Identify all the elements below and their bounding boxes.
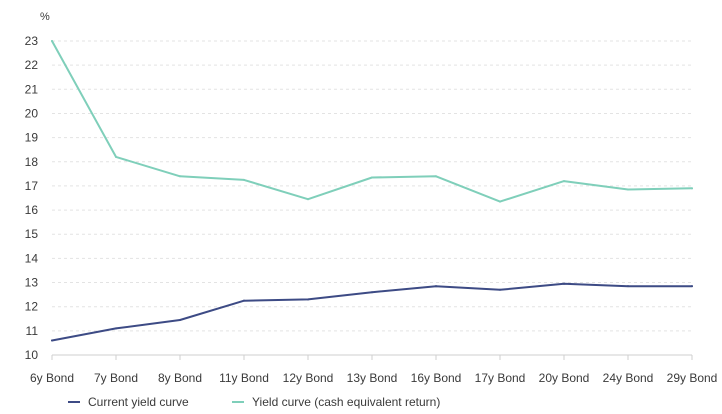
y-axis-unit-label: % xyxy=(40,11,50,23)
y-tick-label: 13 xyxy=(25,276,39,290)
data-point xyxy=(371,176,373,179)
data-point xyxy=(499,200,501,203)
data-point xyxy=(371,291,373,294)
x-axis-ticks: 6y Bond 7y Bond 8y Bond 11y Bond 12y Bond 13y… xyxy=(30,355,717,385)
data-point xyxy=(499,288,501,291)
y-tick-label: 18 xyxy=(25,155,39,169)
x-tick-label: 12y Bond xyxy=(283,371,334,385)
y-tick-label: 22 xyxy=(25,58,39,72)
legend: Current yield curve Yield curve (cash equ… xyxy=(68,395,440,409)
y-tick-label: 23 xyxy=(25,34,39,48)
x-tick-label: 29y Bond xyxy=(667,371,718,385)
data-point xyxy=(115,327,117,330)
data-point xyxy=(627,285,629,288)
y-tick-label: 20 xyxy=(25,106,39,120)
x-tick-label: 8y Bond xyxy=(158,371,202,385)
data-point xyxy=(435,175,437,178)
y-tick-label: 16 xyxy=(25,203,39,217)
y-tick-label: 12 xyxy=(25,300,39,314)
data-point xyxy=(243,299,245,302)
y-tick-label: 17 xyxy=(25,179,39,193)
x-tick-label: 7y Bond xyxy=(94,371,138,385)
data-point xyxy=(691,187,693,190)
data-point xyxy=(307,198,309,201)
x-tick-label: 20y Bond xyxy=(539,371,590,385)
data-point xyxy=(435,285,437,288)
x-tick-label: 24y Bond xyxy=(603,371,654,385)
data-point xyxy=(51,40,53,42)
y-axis-ticks: 10 11 12 13 14 15 16 17 18 19 20 21 22 23 xyxy=(25,34,39,362)
y-tick-label: 21 xyxy=(25,82,39,96)
gridlines xyxy=(52,40,692,356)
data-point xyxy=(115,155,117,158)
legend-label-1: Yield curve (cash equivalent return) xyxy=(252,395,440,409)
data-point xyxy=(243,178,245,181)
data-point xyxy=(563,180,565,183)
legend-label-0: Current yield curve xyxy=(88,395,189,409)
x-tick-label: 13y Bond xyxy=(347,371,398,385)
data-point xyxy=(179,175,181,178)
y-tick-label: 19 xyxy=(25,131,39,145)
y-tick-label: 14 xyxy=(25,251,39,265)
x-tick-label: 11y Bond xyxy=(219,371,269,385)
x-tick-label: 16y Bond xyxy=(411,371,462,385)
y-tick-label: 11 xyxy=(26,324,39,338)
x-tick-label: 6y Bond xyxy=(30,371,74,385)
data-point xyxy=(307,298,309,301)
data-point xyxy=(563,282,565,285)
data-point xyxy=(627,188,629,191)
x-tick-label: 17y Bond xyxy=(475,371,526,385)
y-tick-label: 10 xyxy=(25,348,39,362)
data-point xyxy=(691,285,693,288)
y-tick-label: 15 xyxy=(25,227,39,241)
data-point xyxy=(51,339,53,342)
data-point xyxy=(179,318,181,321)
series-lines xyxy=(51,40,693,342)
